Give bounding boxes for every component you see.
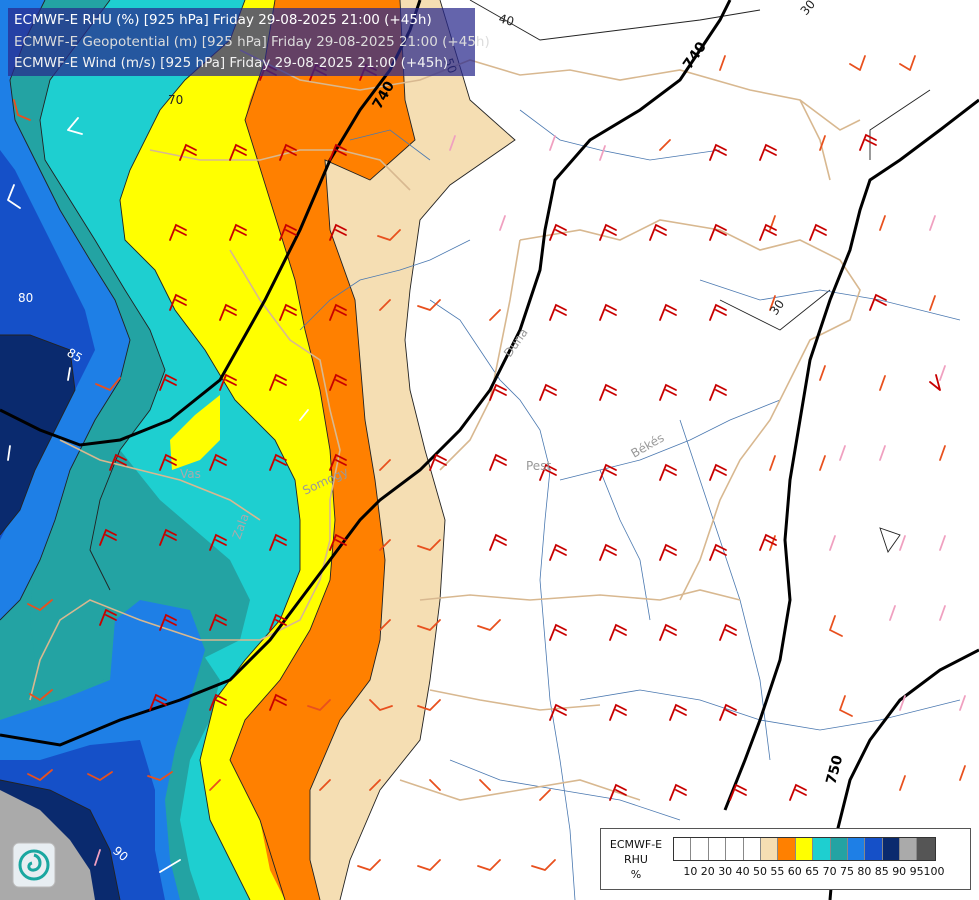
legend-tick-label: 60: [787, 865, 802, 878]
ecmwf-logo-icon: [12, 842, 56, 888]
legend-tick-label: 75: [840, 865, 854, 878]
legend-tick-label: 55: [770, 865, 785, 878]
legend-swatch: [778, 838, 796, 860]
legend-title-var: RHU: [624, 853, 648, 866]
place-label-duna: Duna: [501, 326, 531, 360]
rh-label-80: 80: [18, 291, 33, 305]
legend-title-unit: %: [630, 868, 642, 881]
rh-label-30-ne: 30: [798, 0, 819, 18]
legend-tick-label: 95: [909, 865, 924, 878]
legend-swatch: [708, 838, 727, 860]
legend-tick-label: 40: [735, 865, 750, 878]
legend-tick-label: 50: [753, 865, 767, 878]
legend-swatch: [830, 838, 848, 860]
rhu-island: [170, 395, 220, 470]
place-label-bekes: Békés: [629, 431, 667, 461]
legend-tick-label: 70: [822, 865, 837, 878]
admin-borders: [29, 49, 861, 801]
rh-label-30-e: 30: [767, 297, 787, 318]
legend-tick-label: 80: [857, 865, 872, 878]
legend-tick-label: 20: [700, 865, 715, 878]
legend-title-model: ECMWF-E: [609, 838, 663, 851]
legend-swatch: [674, 838, 692, 860]
legend-tick-label: 100: [923, 865, 945, 878]
legend-swatch: [743, 838, 761, 860]
legend-swatch: [882, 838, 901, 860]
rh-label-40: 40: [497, 11, 515, 28]
legend-swatch: [813, 838, 831, 860]
legend-swatch: [865, 838, 883, 860]
legend-swatch: [795, 838, 814, 860]
legend-tick-label: 10: [683, 865, 698, 878]
place-label-vas: Vas: [180, 467, 201, 481]
legend-swatch: [917, 838, 935, 860]
legend-swatches: [673, 837, 936, 861]
legend-swatch: [760, 838, 779, 860]
map-title-box: ECMWF-E RHU (%) [925 hPa] Friday 29-08-2…: [8, 8, 490, 76]
rhu-legend: ECMWF-E RHU % 10 20 30 40 50 55 60 65 70 75 80 85 90…: [600, 828, 971, 890]
legend-title: ECMWF-E RHU %: [603, 837, 669, 882]
legend-tick-label: 85: [874, 865, 889, 878]
rivers: [299, 109, 961, 900]
rhu-band-85-90: [0, 335, 75, 535]
rhu-fill-layer: [0, 0, 515, 900]
geopotential-title: ECMWF-E Geopotential (m) [925 hPa] Frida…: [14, 34, 490, 50]
legend-tick-label: 30: [718, 865, 733, 878]
rh-label-85: 85: [65, 345, 85, 365]
legend-swatch: [726, 838, 744, 860]
geo-label-750: 750: [823, 753, 846, 786]
legend-tick-label: 65: [805, 865, 820, 878]
legend-ticks: 10 20 30 40 50 55 60 65 70 75 80 85 90 95 100: [673, 865, 973, 879]
rh-label-70: 70: [168, 93, 183, 107]
legend-swatch: [847, 838, 866, 860]
place-label-pest: Pest: [526, 459, 551, 473]
legend-swatch: [691, 838, 709, 860]
wind-title: ECMWF-E Wind (m/s) [925 hPa] Friday 29-0…: [14, 55, 449, 71]
legend-swatch: [900, 838, 918, 860]
legend-tick-label: 90: [892, 865, 907, 878]
rhu-title: ECMWF-E RHU (%) [925 hPa] Friday 29-08-2…: [14, 12, 432, 28]
